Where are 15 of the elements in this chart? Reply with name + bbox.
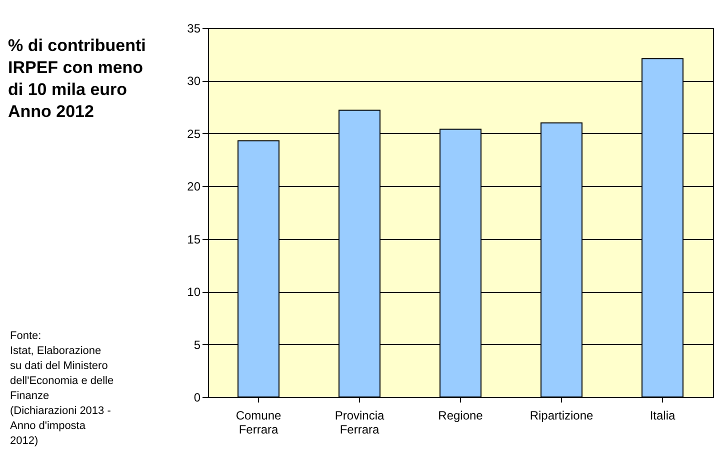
- text: % di contribuenti IRPEF con meno di 10 mila euro Anno 2012: [8, 36, 146, 121]
- y-tick-label: 10: [187, 285, 201, 300]
- x-tick-label: Comune Ferrara: [236, 408, 282, 436]
- y-tick-label: 35: [187, 22, 201, 36]
- x-tick-label: Italia: [650, 408, 676, 422]
- y-tick-label: 15: [187, 232, 201, 246]
- y-tick-label: 0: [194, 390, 201, 404]
- source-note: Fonte: Istat, Elaborazione su dati del Ministero dell'Economia e delle Finanze (Dichiarazioni 2013 - Anno d'imposta 2012): [10, 330, 114, 447]
- y-tick-label: 20: [187, 180, 201, 194]
- y-tick-label: 5: [194, 338, 201, 352]
- x-tick-label: Ripartizione: [530, 408, 594, 422]
- y-tick-label: 30: [187, 74, 201, 88]
- x-tick-label: Regione: [438, 408, 484, 422]
- x-tick-label: Provincia Ferrara: [334, 408, 384, 436]
- y-tick-label: 25: [187, 126, 201, 141]
